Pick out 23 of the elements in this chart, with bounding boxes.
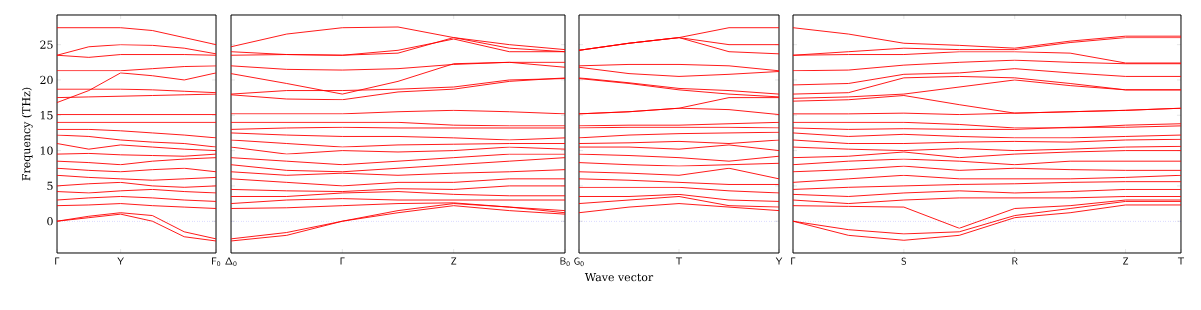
x-tick-label: Γ [340, 257, 345, 265]
x-tick-label: Δ$_{0}$ [225, 257, 237, 267]
x-tick-label: B$_{0}$ [560, 257, 570, 267]
x-tick-label: S [901, 257, 907, 265]
y-tick-label: 5 [47, 181, 53, 190]
x-tick-label: Γ [55, 257, 60, 265]
y-tick-label: 20 [40, 75, 53, 85]
x-tick-label: Γ [791, 257, 796, 265]
x-tick-label: R [1012, 257, 1018, 265]
x-tick-label: Y [775, 257, 783, 265]
x-tick-label: Z [1123, 257, 1129, 265]
x-tick-label: T [675, 257, 683, 265]
x-tick-label: G$_{0}$ [574, 257, 584, 267]
x-tick-label: F$_{0}$ [212, 257, 221, 267]
y-tick-label: 15 [40, 111, 53, 120]
y-tick-label: 25 [40, 40, 53, 49]
x-axis-title: Wave vector [584, 273, 654, 282]
y-tick-label: 10 [40, 146, 53, 155]
y-tick-label: 0 [47, 217, 53, 226]
y-axis-title: Frequency (THz) [21, 87, 33, 181]
x-tick-label: T [1177, 257, 1185, 265]
x-tick-label: Y [117, 257, 124, 265]
x-tick-label: Z [451, 257, 457, 265]
